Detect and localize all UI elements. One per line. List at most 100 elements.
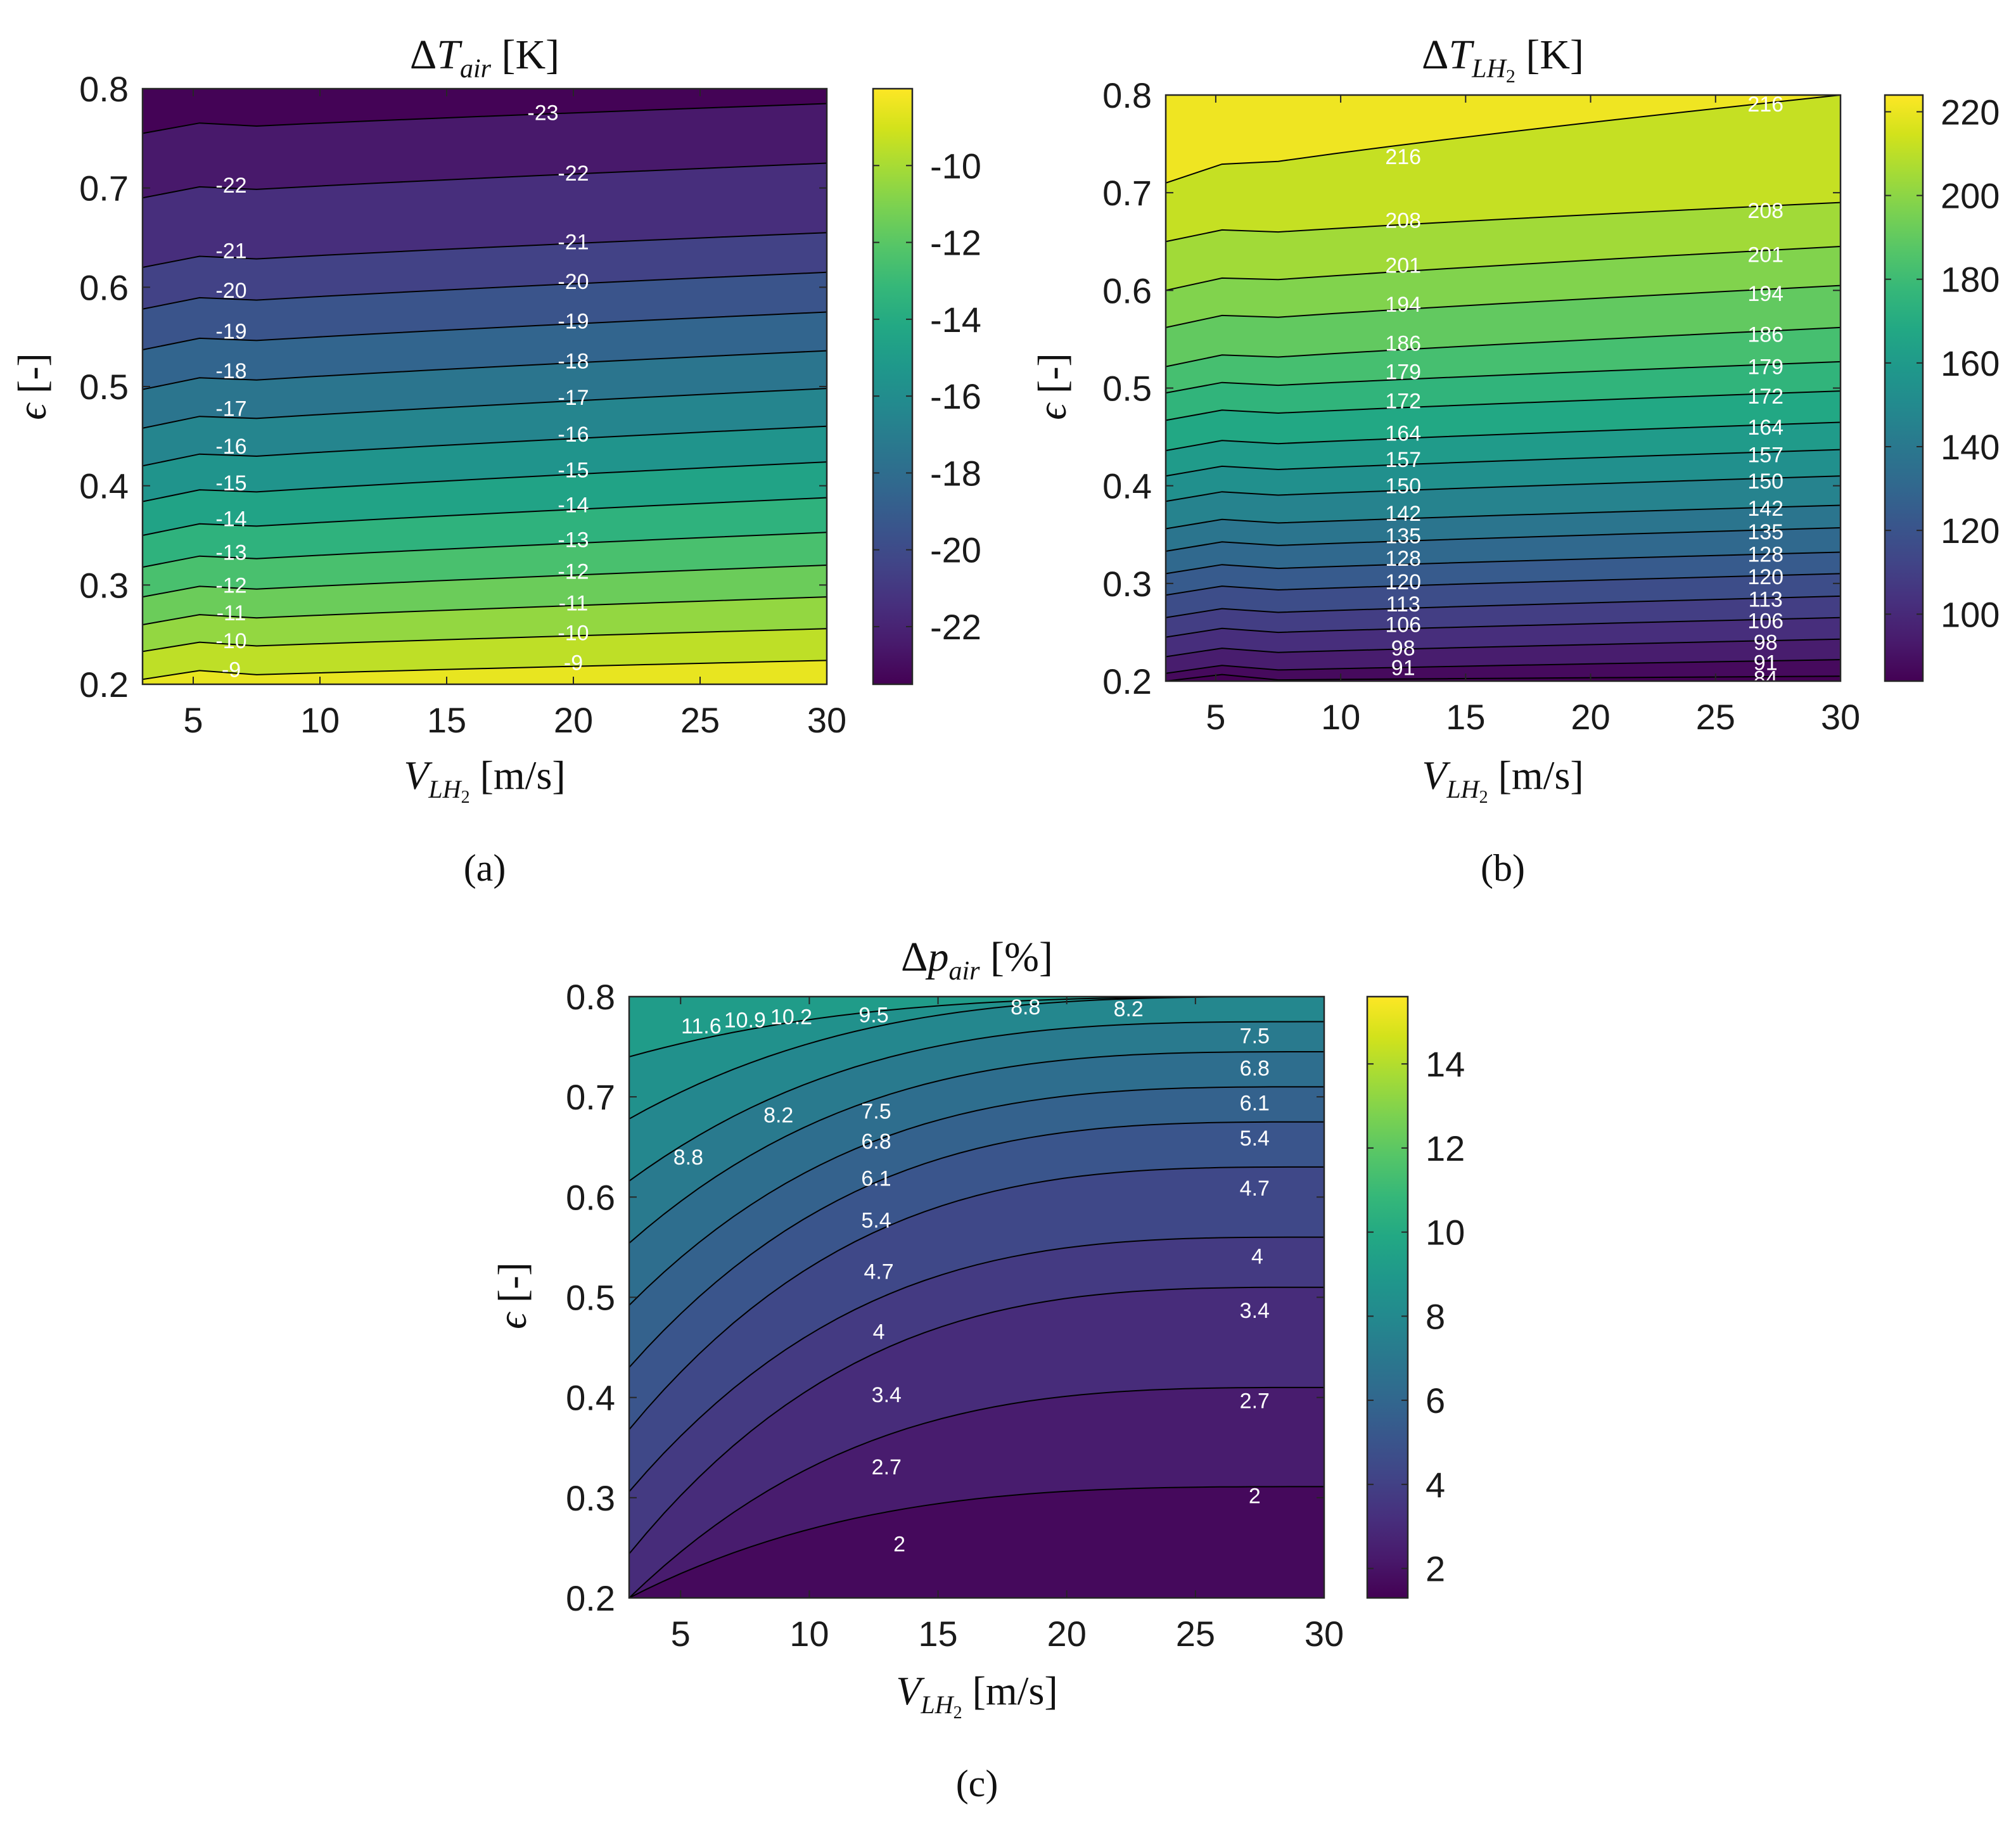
contour-label: 8.8 (1011, 995, 1040, 1019)
contour-label: -16 (558, 423, 589, 447)
contour-label: 4 (1251, 1245, 1263, 1269)
contour-label: 150 (1385, 475, 1421, 499)
colorbar-frame (1366, 995, 1409, 1599)
contour-line-5.4 (629, 1121, 1324, 1368)
x-tick-label: 25 (1696, 697, 1735, 737)
contour-label: -20 (558, 270, 589, 294)
x-tick-label: 15 (1446, 697, 1485, 737)
contour-label: 208 (1385, 208, 1421, 233)
x-tick-label: 10 (1321, 697, 1360, 737)
panel-caption: (a) (464, 847, 506, 889)
colorbar-b: 100 120 140 160 180 200 220 (1884, 92, 2000, 682)
colorbar-tick-label: -20 (930, 530, 981, 570)
y-tick-label: 0.4 (566, 1378, 615, 1418)
contour-label: 142 (1385, 502, 1421, 526)
contour-line--13 (143, 532, 827, 568)
colorbar-tick-label: 120 (1941, 511, 2000, 551)
contour-label: -10 (215, 629, 246, 653)
colorbar-tick-label: -14 (930, 300, 981, 340)
colorbar-tick-label: 6 (1426, 1381, 1445, 1421)
contour-label: 3.4 (1240, 1299, 1270, 1323)
colorbar-tick-label: 140 (1941, 427, 2000, 467)
contour-label: 142 (1747, 497, 1783, 521)
contour-label: 6.1 (861, 1166, 891, 1191)
contour-label: -15 (558, 459, 589, 483)
contour-label: 150 (1747, 469, 1783, 494)
contour-label: 84 (1754, 667, 1778, 691)
contour-label: 3.4 (872, 1383, 902, 1407)
contour-label: 8.2 (763, 1104, 793, 1128)
panel-title: Δpair [%] (901, 934, 1053, 986)
contour-label: 91 (1391, 656, 1415, 680)
plot-area-a: -9 -9 -10 -10 -11 -11 -12 -12 -13 -13 -14 -14 -15 -15… (143, 89, 827, 684)
colorbar-tick-label: 160 (1941, 343, 2000, 383)
contour-label: 11.6 (681, 1014, 722, 1038)
x-tick-label: 5 (1206, 697, 1225, 737)
contour-label: 9.5 (858, 1004, 888, 1028)
contour-label: 216 (1747, 93, 1783, 117)
contour-label: 106 (1747, 609, 1783, 633)
colorbar-c: 2 4 6 8 10 12 14 (1366, 995, 1465, 1599)
contour-line--18 (143, 350, 827, 390)
contour-label: -13 (558, 528, 589, 552)
contour-label: 135 (1385, 524, 1421, 548)
contour-label: 2.7 (872, 1455, 902, 1479)
contour-line--23 (143, 103, 827, 134)
contour-label: -23 (527, 101, 558, 125)
contour-label: 186 (1385, 332, 1421, 356)
contour-label: 201 (1747, 243, 1783, 267)
y-tick-label: 0.5 (566, 1278, 615, 1318)
contour-line--17 (143, 388, 827, 429)
contour-label: 5.4 (1240, 1127, 1270, 1151)
contour-line--11 (143, 596, 827, 625)
contour-label: 208 (1747, 199, 1783, 223)
contour-band-8.2 (629, 997, 1324, 1119)
y-tick-label: 0.3 (1102, 564, 1152, 604)
contour-label: -21 (558, 230, 589, 254)
contour-line-208 (1166, 201, 1841, 243)
y-tick-label: 0.7 (566, 1077, 615, 1117)
contour-label: -11 (559, 592, 589, 616)
x-tick-label: 20 (1047, 1614, 1087, 1654)
contour-label: -22 (558, 162, 589, 186)
contour-label: -11 (217, 601, 246, 625)
panel-c: 2 2 2.7 2.7 3.4 3.4 4 4 4.7 4.7 5.4 5.4 6.1 6.1 6.8 6.8… (490, 934, 1465, 1804)
colorbar-tick-label: -16 (930, 376, 981, 416)
x-tick-label: 5 (671, 1614, 691, 1654)
contour-label: -20 (215, 279, 246, 303)
contour-band--23 (143, 89, 827, 134)
x-tick-label: 15 (427, 700, 466, 740)
y-tick-label: 0.6 (1102, 271, 1152, 310)
contour-line--12 (143, 565, 827, 598)
contour-label: -17 (558, 386, 589, 410)
contour-line-150 (1166, 475, 1841, 502)
contour-label: 4.7 (1240, 1177, 1270, 1201)
x-tick-label: 15 (918, 1614, 957, 1654)
contour-label: -18 (558, 349, 589, 373)
contour-label: 7.5 (1240, 1025, 1270, 1049)
colorbar-tick-label: 8 (1426, 1296, 1445, 1336)
panel-caption: (b) (1481, 847, 1525, 889)
x-tick-label: 10 (789, 1614, 829, 1654)
contour-line-135 (1166, 527, 1841, 552)
contour-line-186 (1166, 326, 1841, 367)
x-tick-label: 25 (680, 700, 720, 740)
contour-label: 164 (1747, 416, 1783, 440)
x-tick-label: 30 (807, 700, 846, 740)
contour-label: 2 (893, 1533, 905, 1557)
colorbar-gradient (1367, 997, 1408, 1598)
colorbar-tick-label: -22 (930, 607, 981, 647)
y-tick-label: 0.8 (79, 69, 129, 109)
colorbar-tick-label: 200 (1941, 176, 2000, 216)
contour-line-6.8 (629, 1051, 1324, 1244)
contour-label: 157 (1385, 448, 1421, 472)
contour-label: -12 (558, 559, 589, 584)
contour-line-2 (629, 1486, 1324, 1598)
contour-line-4 (629, 1236, 1324, 1492)
contour-line-142 (1166, 504, 1841, 530)
contour-label: -18 (215, 359, 246, 383)
x-tick-label: 20 (1571, 697, 1610, 737)
y-tick-label: 0.7 (79, 169, 129, 208)
contour-line--20 (143, 271, 827, 310)
